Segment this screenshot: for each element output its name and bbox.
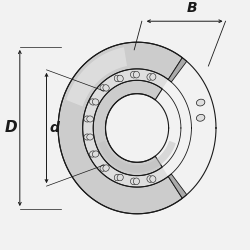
Ellipse shape bbox=[117, 174, 123, 181]
Ellipse shape bbox=[90, 99, 96, 105]
Ellipse shape bbox=[103, 85, 109, 91]
Ellipse shape bbox=[92, 151, 99, 157]
Ellipse shape bbox=[92, 99, 99, 105]
Polygon shape bbox=[58, 42, 182, 214]
Ellipse shape bbox=[150, 176, 156, 182]
Ellipse shape bbox=[87, 134, 94, 140]
Ellipse shape bbox=[84, 116, 90, 122]
Ellipse shape bbox=[117, 75, 123, 82]
Ellipse shape bbox=[130, 71, 136, 78]
Ellipse shape bbox=[147, 74, 153, 80]
Ellipse shape bbox=[114, 174, 120, 181]
Ellipse shape bbox=[196, 114, 205, 121]
Polygon shape bbox=[83, 69, 168, 187]
Polygon shape bbox=[98, 141, 176, 173]
Text: D: D bbox=[4, 120, 17, 136]
Ellipse shape bbox=[196, 99, 205, 106]
Polygon shape bbox=[93, 80, 162, 176]
Ellipse shape bbox=[84, 134, 90, 140]
Ellipse shape bbox=[147, 176, 153, 182]
Ellipse shape bbox=[100, 165, 106, 171]
Ellipse shape bbox=[130, 178, 136, 185]
Polygon shape bbox=[168, 58, 187, 82]
Ellipse shape bbox=[90, 151, 96, 157]
Text: B: B bbox=[187, 0, 198, 14]
Ellipse shape bbox=[133, 178, 140, 185]
Ellipse shape bbox=[103, 165, 109, 171]
Polygon shape bbox=[168, 174, 187, 198]
Polygon shape bbox=[66, 47, 127, 106]
Ellipse shape bbox=[133, 71, 140, 78]
Ellipse shape bbox=[150, 74, 156, 80]
Ellipse shape bbox=[87, 116, 94, 122]
Ellipse shape bbox=[114, 75, 120, 82]
Ellipse shape bbox=[100, 85, 106, 91]
Text: d: d bbox=[49, 121, 59, 135]
